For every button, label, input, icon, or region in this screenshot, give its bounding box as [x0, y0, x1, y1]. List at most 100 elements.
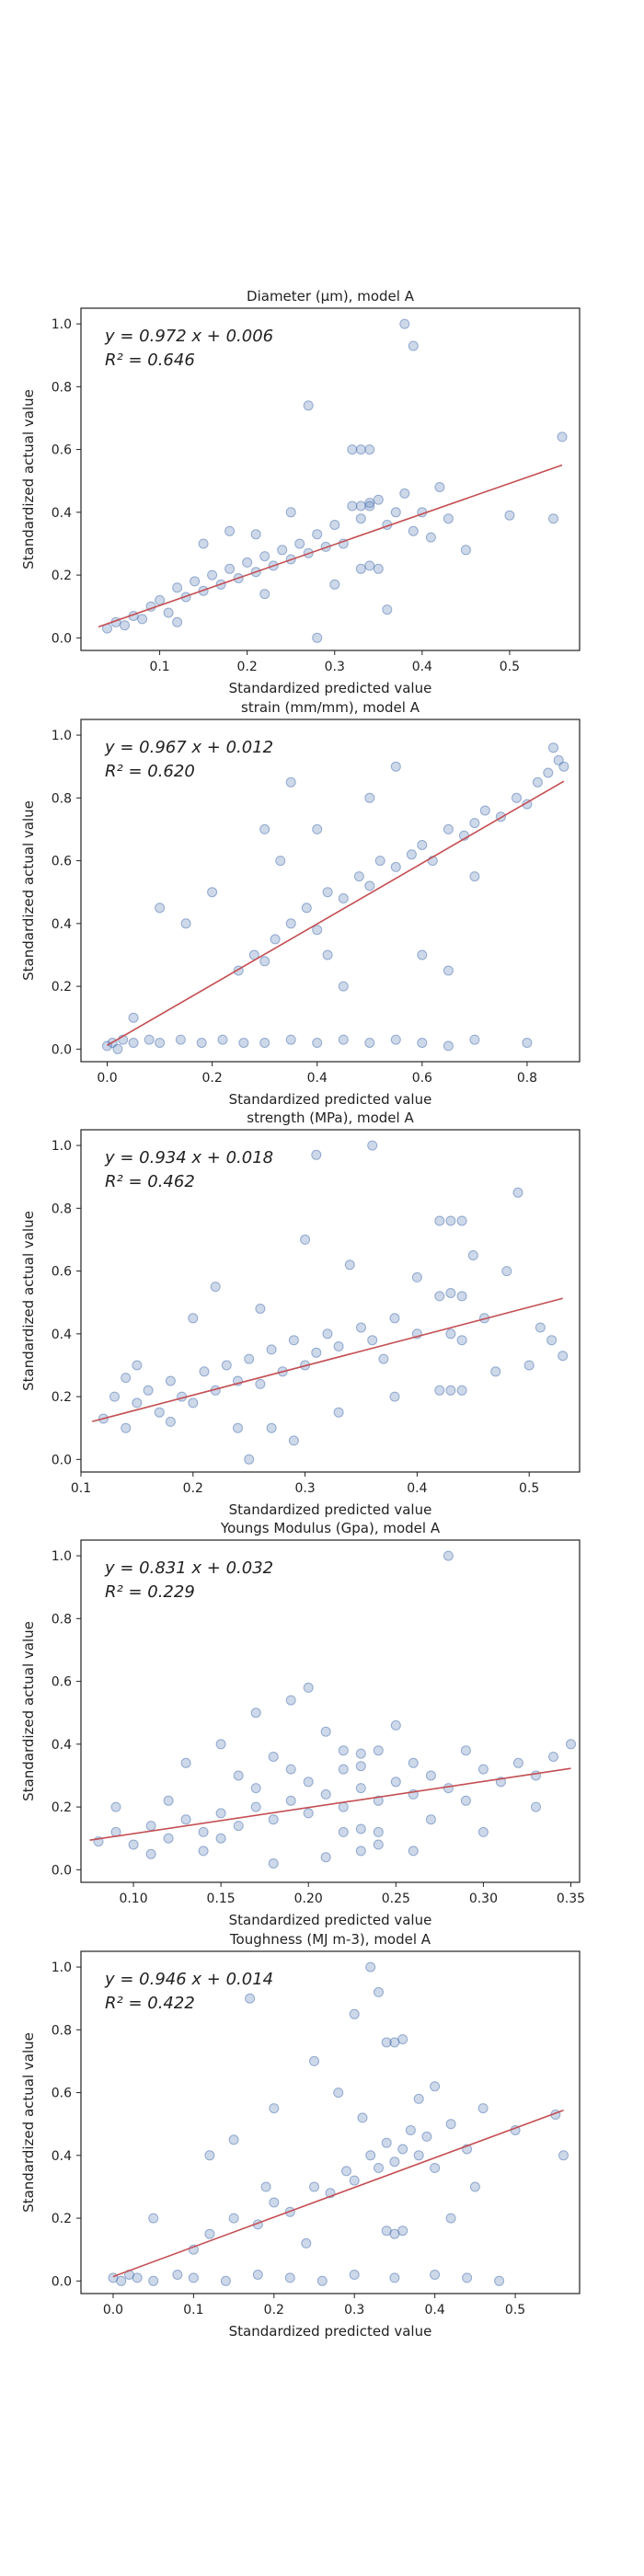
scatter-point — [268, 1752, 279, 1762]
scatter-point — [390, 507, 401, 518]
scatter-point — [259, 823, 270, 834]
y-tick-label: 0.4 — [52, 917, 72, 932]
scatter-point — [456, 1215, 467, 1226]
scatter-point — [163, 1833, 174, 1844]
scatter-point — [399, 488, 410, 499]
scatter-point — [224, 525, 236, 536]
scatter-point — [277, 545, 288, 556]
y-axis-label: Standardized actual value — [20, 1621, 37, 1801]
scatter-point — [155, 1038, 166, 1048]
scatter-point — [288, 1435, 299, 1446]
x-axis-label: Standardized predicted value — [229, 1091, 432, 1108]
scatter-point — [460, 545, 471, 556]
scatter-point — [408, 525, 419, 536]
scatter-point — [373, 1795, 384, 1806]
scatter-point — [389, 1313, 400, 1324]
scatter-point — [322, 949, 333, 960]
scatter-point — [155, 903, 166, 914]
scatter-point — [259, 589, 270, 600]
scatter-point — [434, 482, 445, 492]
scatter-point — [558, 1351, 569, 1362]
x-axis-label: Standardized predicted value — [229, 2323, 432, 2340]
x-axis-label: Standardized predicted value — [229, 680, 432, 696]
scatter-point — [188, 1313, 199, 1324]
scatter-point — [364, 444, 375, 455]
scatter-point — [374, 856, 385, 867]
scatter-point — [490, 1366, 501, 1377]
x-tick-label: 0.8 — [517, 1071, 537, 1086]
fit-equation: y = 0.946 x + 0.014 — [104, 1970, 273, 1989]
scatter-point — [443, 1783, 454, 1794]
x-tick-label: 0.4 — [425, 2303, 445, 2317]
scatter-point — [347, 500, 358, 512]
scatter-point — [137, 614, 148, 625]
scatter-point — [355, 1748, 366, 1759]
x-tick-label: 0.5 — [500, 660, 520, 674]
scatter-point — [155, 594, 166, 605]
x-tick-label: 0.25 — [382, 1892, 410, 1906]
scatter-point — [522, 1038, 533, 1048]
scatter-point — [268, 1814, 279, 1825]
subplot-strength: strength (MPa), model A Standardized pre… — [20, 1110, 581, 1518]
y-tick-label: 0.4 — [52, 1738, 72, 1753]
scatter-point — [413, 2150, 424, 2161]
scatter-point — [143, 1385, 154, 1396]
scatter-point — [128, 1038, 139, 1048]
scatter-point — [198, 1846, 209, 1857]
scatter-point — [479, 805, 490, 816]
x-tick-label: 0.20 — [294, 1892, 323, 1906]
y-tick-label: 0.0 — [52, 1042, 72, 1057]
axes-frame — [80, 1129, 581, 1473]
scatter-point — [132, 1397, 143, 1409]
scatter-point — [311, 1149, 322, 1160]
scatter-point — [408, 1757, 419, 1768]
scatter-point — [215, 1833, 226, 1844]
r-squared-label: R² = 0.620 — [105, 762, 195, 781]
scatter-point — [382, 604, 393, 615]
y-axis-label: Standardized actual value — [20, 389, 37, 569]
scatter-point — [373, 1826, 384, 1837]
r-squared-label: R² = 0.422 — [105, 1994, 195, 2013]
scatter-point — [349, 2270, 360, 2280]
scatter-point — [469, 818, 480, 829]
scatter-point — [504, 510, 515, 521]
scatter-point — [329, 579, 340, 590]
scatter-point — [341, 2166, 351, 2177]
scatter-point — [285, 1795, 296, 1806]
scatter-point — [338, 1745, 349, 1756]
fit-equation: y = 0.972 x + 0.006 — [104, 327, 273, 346]
x-tick-label: 0.35 — [557, 1892, 585, 1906]
scatter-point — [244, 1454, 255, 1465]
x-tick-label: 0.2 — [237, 660, 258, 674]
scatter-point — [268, 1858, 279, 1869]
scatter-point — [312, 925, 323, 936]
scatter-point — [165, 1375, 176, 1386]
y-tick-label: 0.4 — [52, 2149, 72, 2164]
x-tick-label: 0.3 — [294, 1481, 315, 1496]
scatter-point — [477, 1764, 489, 1775]
scatter-point — [413, 2093, 424, 2104]
scatter-point — [316, 2275, 328, 2286]
y-axis-label: Standardized actual value — [20, 2032, 37, 2213]
axes-frame — [80, 1950, 581, 2294]
scatter-point — [198, 538, 209, 549]
scatter-point — [255, 1304, 266, 1314]
y-tick-label: 0.2 — [52, 980, 72, 995]
scatter-point — [207, 887, 218, 898]
scatter-point — [294, 538, 305, 549]
scatter-point — [548, 513, 558, 524]
scatter-point — [434, 1291, 445, 1302]
scatter-point — [224, 563, 236, 574]
scatter-point — [300, 1234, 311, 1245]
chart-title: Youngs Modulus (Gpa), model A — [220, 1520, 441, 1536]
scatter-point — [443, 513, 454, 524]
scatter-point — [411, 1271, 422, 1282]
chart-title: Diameter (µm), model A — [247, 288, 415, 305]
scatter-point — [365, 1961, 376, 1972]
scatter-point — [320, 1852, 331, 1863]
x-tick-label: 0.6 — [412, 1071, 432, 1086]
scatter-point — [233, 1821, 244, 1832]
scatter-point — [417, 949, 428, 960]
scatter-point — [469, 1034, 480, 1045]
scatter-point — [374, 2163, 384, 2173]
